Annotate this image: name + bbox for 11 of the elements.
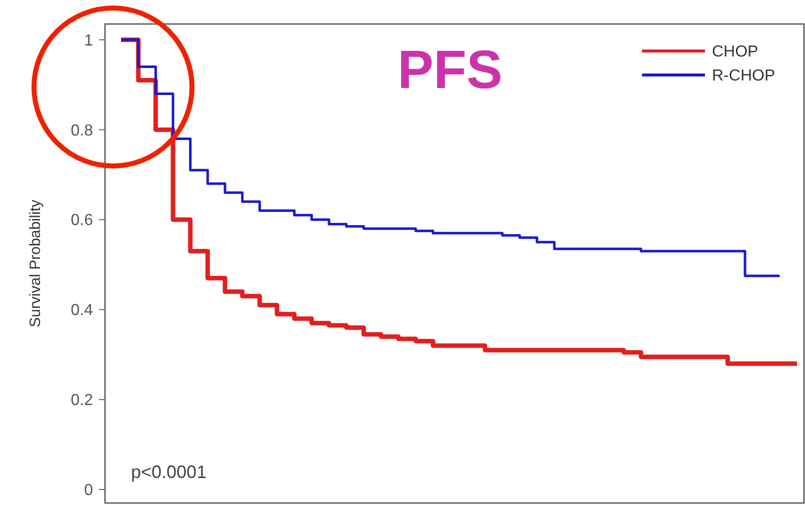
chart-title: PFS <box>397 40 503 100</box>
y-tick-label: 0.8 <box>70 122 94 140</box>
y-tick-label: 0.2 <box>70 392 94 410</box>
legend-label: R-CHOP <box>712 68 776 85</box>
y-tick-label: 0.6 <box>70 212 94 230</box>
y-tick-label: 0.4 <box>70 302 94 320</box>
annotation: p<0.0001 <box>131 462 207 482</box>
y-axis-title: Survival Probability <box>27 199 44 328</box>
y-tick-label: 0 <box>84 482 94 500</box>
y-tick-label: 1 <box>84 32 94 50</box>
legend-label: CHOP <box>712 44 758 61</box>
